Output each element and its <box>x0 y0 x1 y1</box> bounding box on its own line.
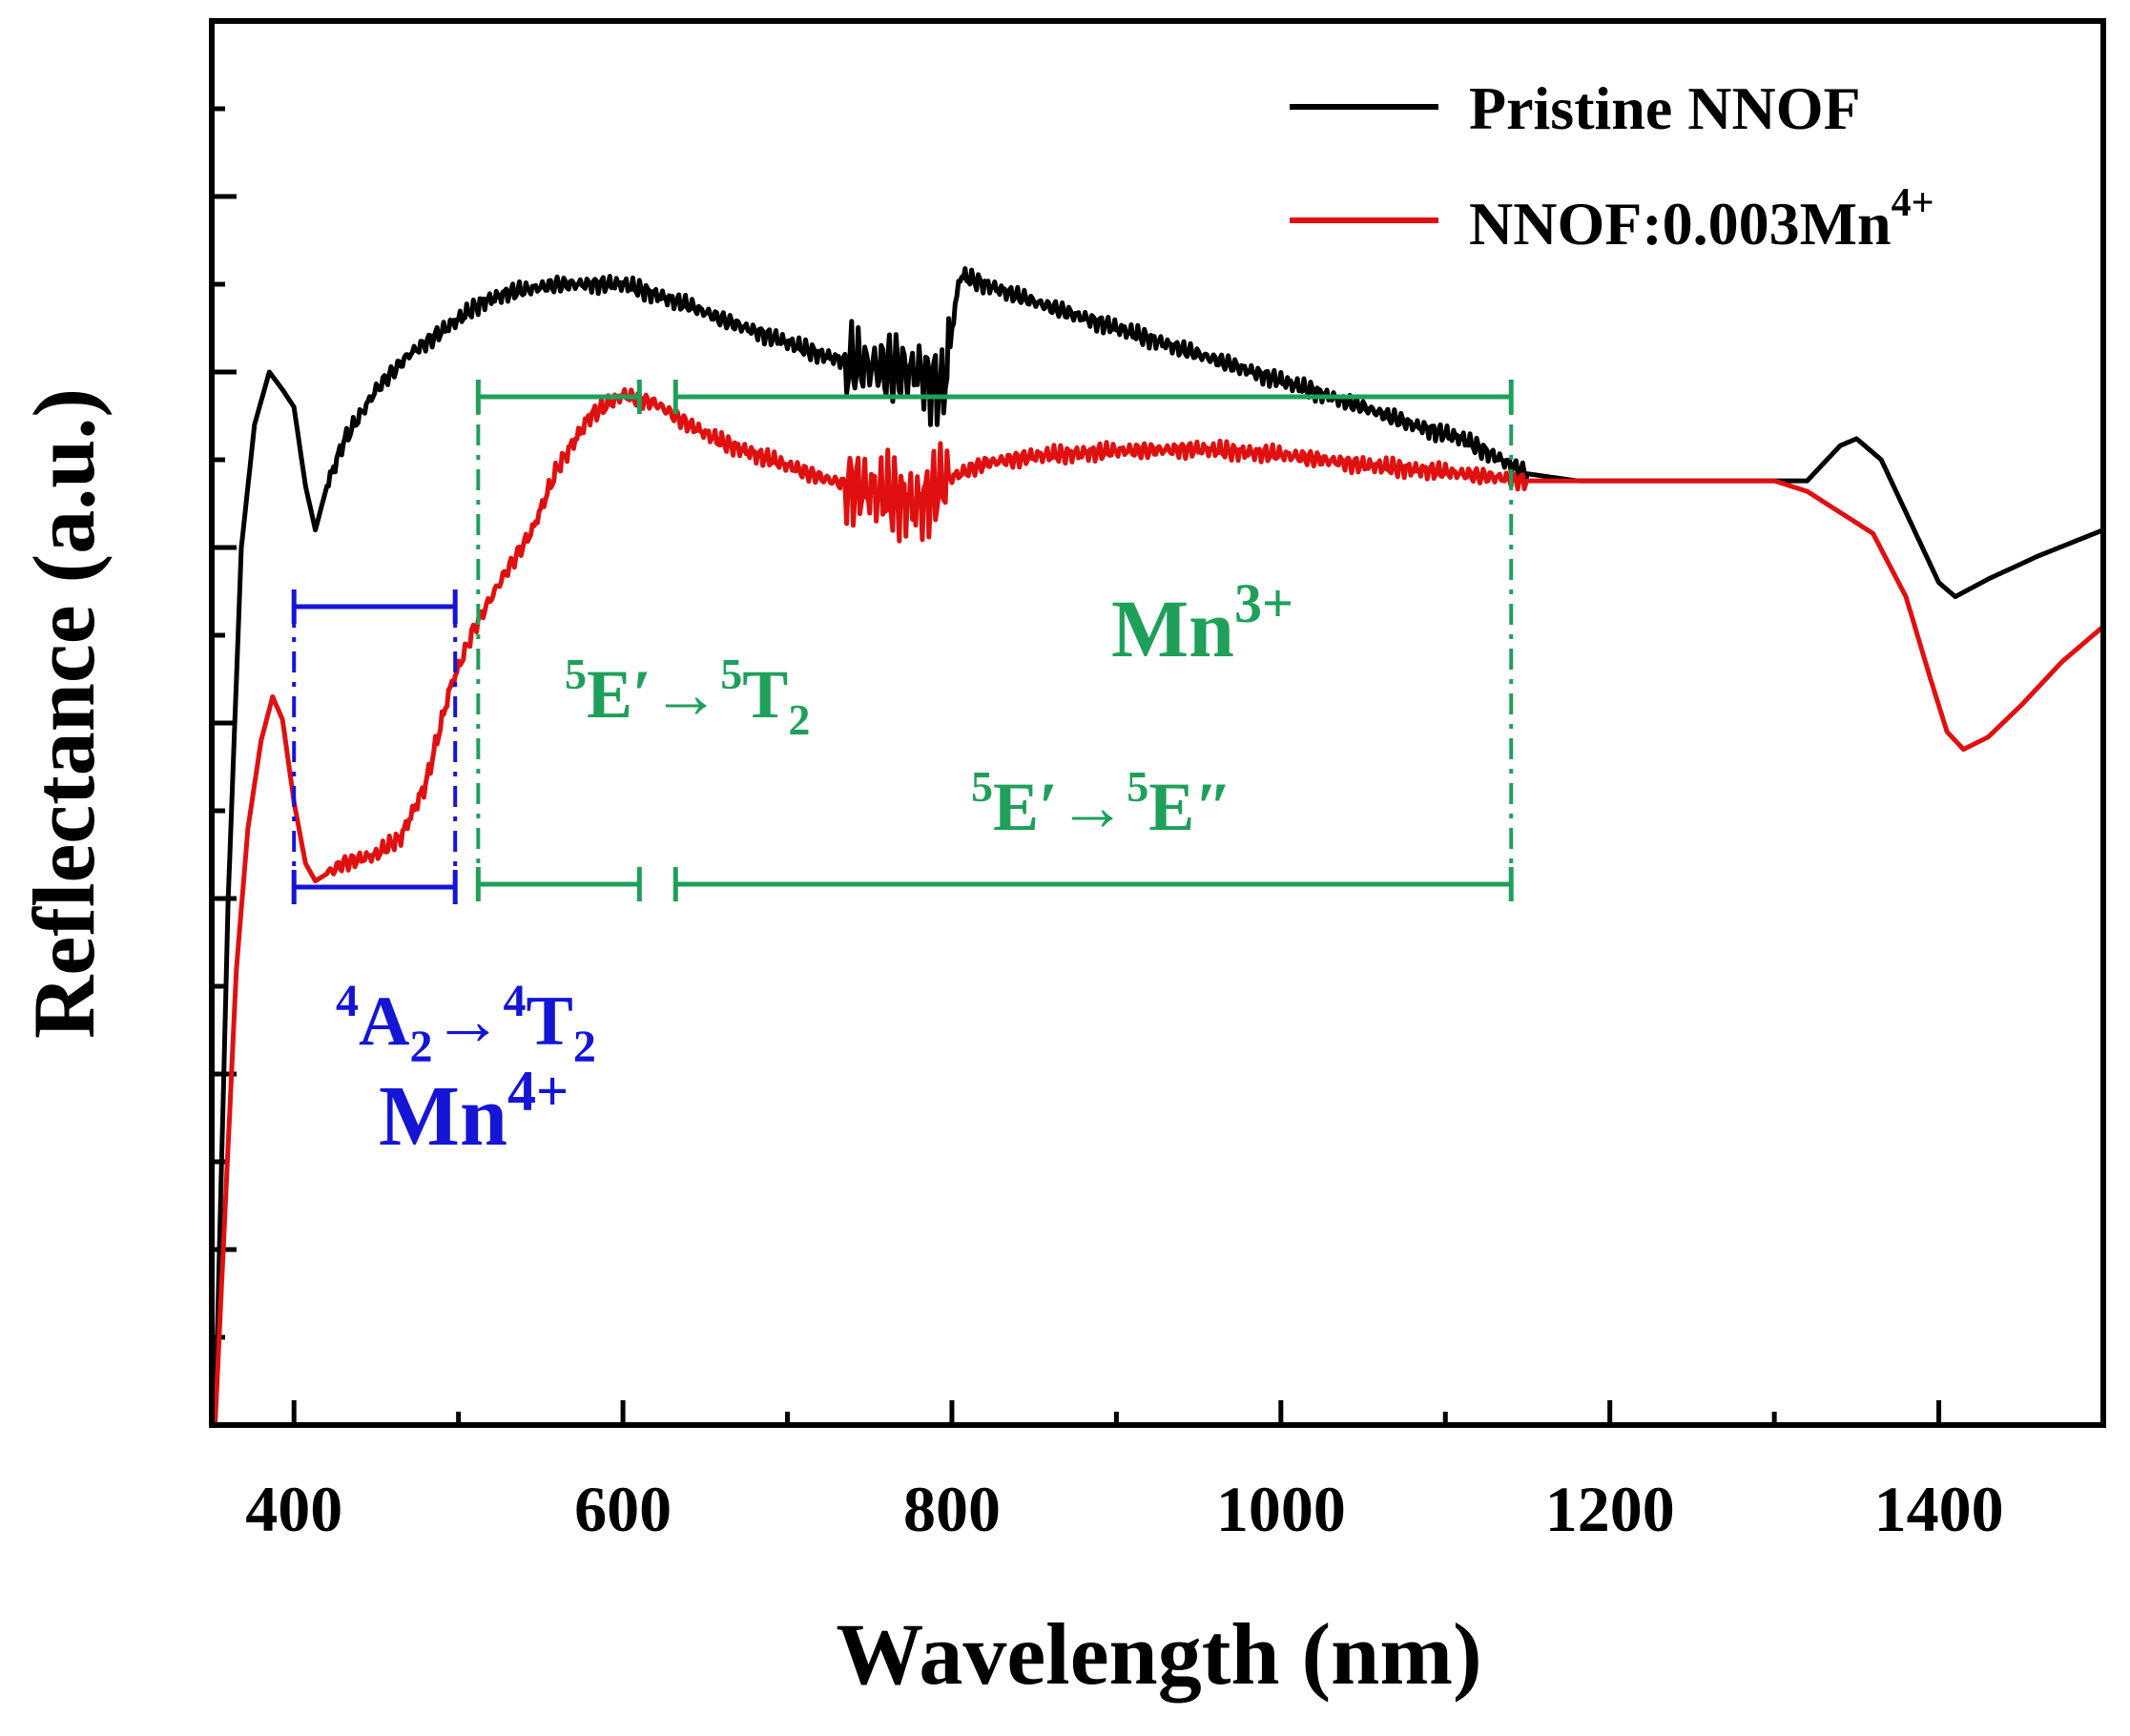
x-tick-label: 400 <box>245 1473 342 1545</box>
y-axis-title: Reflectance (a.u.) <box>15 388 113 1039</box>
mn3-transition-1-label: 5E′→5T2 <box>565 650 810 744</box>
series-line-pristine <box>212 266 2104 1426</box>
plot-frame <box>209 18 2106 1428</box>
mn4-ion-label: Mn4+ <box>379 1060 569 1164</box>
mn4-transition-label: 4A2→4T2 <box>336 976 596 1072</box>
axis-ticks: 400 600 800 1000 1200 1400 <box>212 18 2106 1545</box>
x-tick-label: 800 <box>903 1473 1001 1545</box>
series-line-doped <box>212 386 2105 1426</box>
series-lines <box>212 266 2105 1426</box>
x-tick-label: 1200 <box>1545 1473 1675 1545</box>
x-tick-label: 600 <box>574 1473 672 1545</box>
transition-annotations <box>291 380 1514 904</box>
mn3-ion-label: Mn3+ <box>1111 572 1293 674</box>
mn3-transition-2-label: 5E′→5E″ <box>971 762 1232 845</box>
x-tick-label: 1400 <box>1874 1473 2004 1545</box>
legend: Pristine NNOF NNOF:0.003Mn4+ <box>1290 74 1934 258</box>
legend-label-pristine: Pristine NNOF <box>1469 74 1861 142</box>
x-tick-label: 1000 <box>1216 1473 1346 1545</box>
legend-label-doped: NNOF:0.003Mn4+ <box>1469 181 1934 258</box>
x-axis-title: Wavelength (nm) <box>836 1605 1481 1703</box>
